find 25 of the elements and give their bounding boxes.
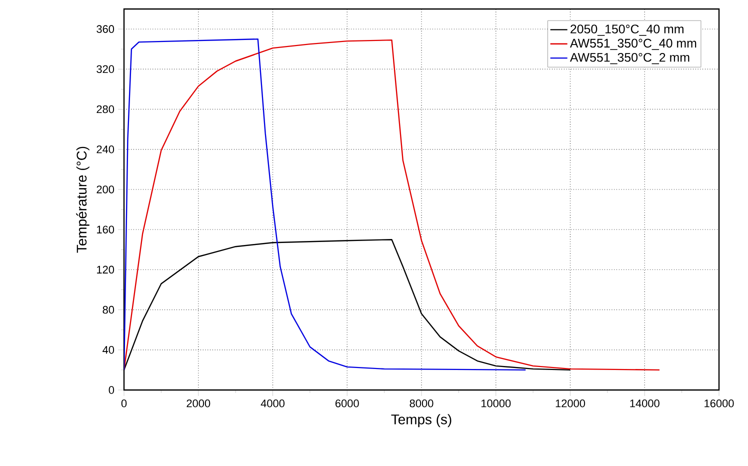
legend-label: AW551_350°C_2 mm [570,52,690,64]
x-tick-label: 12000 [556,400,586,408]
y-tick-label: 80 [102,306,114,314]
x-tick-label: 6000 [336,400,359,408]
y-tick-label: 320 [96,65,114,74]
y-tick-label: 160 [97,226,114,234]
y-tick-label: 280 [96,105,114,114]
x-tick-label: 4000 [260,400,285,408]
y-tick-label: 200 [96,186,114,194]
legend-label: 2050_150°C_40 mm [570,24,684,36]
x-tick-label: 14000 [630,400,660,408]
line-series [124,38,526,371]
y-tick-label: 240 [96,145,114,154]
y-tick-label: 120 [97,266,114,274]
x-tick-label: 0 [121,400,127,408]
y-axis-title: Température (°C) [76,146,90,253]
x-tick-label: 16000 [704,400,734,408]
x-axis-title: Temps (s) [391,414,452,428]
x-tick-label: 8000 [410,400,434,408]
y-tick-label: 0 [108,386,114,394]
y-tick-label: 40 [102,346,114,354]
x-tick-label: 10000 [481,400,511,408]
legend-label: AW551_350°C_40 mm [570,38,696,50]
y-tick-label: 360 [96,25,114,33]
x-tick-label: 2000 [186,400,210,408]
